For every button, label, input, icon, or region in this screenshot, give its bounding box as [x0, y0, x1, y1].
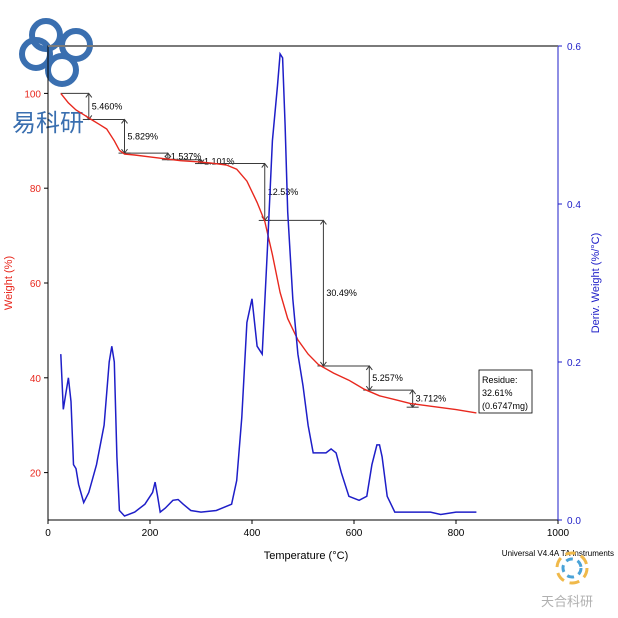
- y-left-tick-label: 40: [30, 374, 42, 385]
- step-arrow-up-icon: [365, 365, 373, 371]
- step-arrow-up-icon: [320, 219, 327, 225]
- step-annotation: 30.49%: [264, 219, 357, 367]
- residue-annotation: Residue: 32.61% (0.6747mg): [478, 369, 533, 414]
- step-label: 5.257%: [372, 373, 403, 383]
- x-axis-title: Temperature (°C): [264, 550, 348, 562]
- residue-line-2: 32.61%: [482, 388, 513, 398]
- y-left-tick-label: 60: [30, 279, 42, 290]
- step-annotation: 5.829%: [88, 118, 159, 154]
- step-arrow-up-icon: [409, 389, 417, 395]
- x-tick-label: 1000: [547, 528, 570, 539]
- weight-series-line: [60, 92, 477, 414]
- step-arrow-up-icon: [121, 118, 128, 124]
- step-arrow-up-icon: [261, 162, 269, 168]
- y-left-axis-title: Weight (%): [3, 256, 15, 310]
- y-left-tick-label: 20: [30, 469, 42, 480]
- residue-line-3: (0.6747mg): [482, 401, 528, 411]
- watermark-bottom-text: 天合科研: [541, 595, 593, 610]
- step-annotation: 5.460%: [60, 92, 123, 121]
- step-label: 1.101%: [204, 157, 235, 167]
- deriv-series-line: [60, 51, 477, 517]
- x-tick-label: 400: [244, 528, 261, 539]
- x-tick-label: 200: [142, 528, 159, 539]
- watermark-swirl-icon: [555, 551, 589, 585]
- y-right-tick-label: 0.4: [567, 200, 581, 211]
- step-label: 5.460%: [92, 101, 123, 111]
- step-label: 12.53%: [268, 187, 299, 197]
- y-right-axis-title: Deriv. Weight (%/°C): [590, 233, 602, 334]
- step-arrow-up-icon: [85, 92, 93, 98]
- plot-frame: [47, 45, 559, 521]
- y-right-tick-label: 0.0: [567, 516, 581, 527]
- residue-box: [478, 369, 533, 414]
- step-annotation: 3.712%: [369, 389, 447, 409]
- x-tick-label: 600: [346, 528, 363, 539]
- step-label: 3.712%: [416, 394, 447, 404]
- step-annotation: 12.53%: [201, 162, 299, 222]
- step-annotations: 5.460% 5.829% 1.537%1.101% 12.53% 30.49% 5.25…: [60, 92, 447, 409]
- y-right-tick-label: 0.6: [567, 42, 581, 53]
- axis-ticks: 0 200 400 600 800 1000 20 40 60 80 100 0.0 0.2 0.4 0.6: [24, 42, 581, 539]
- step-annotation: 5.257%: [323, 365, 403, 391]
- step-label: 5.829%: [128, 131, 159, 141]
- step-label: 30.49%: [326, 288, 357, 298]
- y-left-tick-label: 80: [30, 184, 42, 195]
- y-right-tick-label: 0.2: [567, 358, 581, 369]
- residue-line-1: Residue:: [482, 375, 518, 385]
- step-arrow-up-icon: [164, 152, 172, 158]
- watermark-logo-icon: [19, 18, 93, 87]
- x-tick-label: 0: [45, 528, 51, 539]
- instrument-label: Universal V4.4A TA Instruments: [502, 549, 614, 558]
- x-tick-label: 800: [448, 528, 465, 539]
- step-label: 1.537%: [171, 151, 202, 161]
- y-left-tick-label: 100: [24, 89, 41, 100]
